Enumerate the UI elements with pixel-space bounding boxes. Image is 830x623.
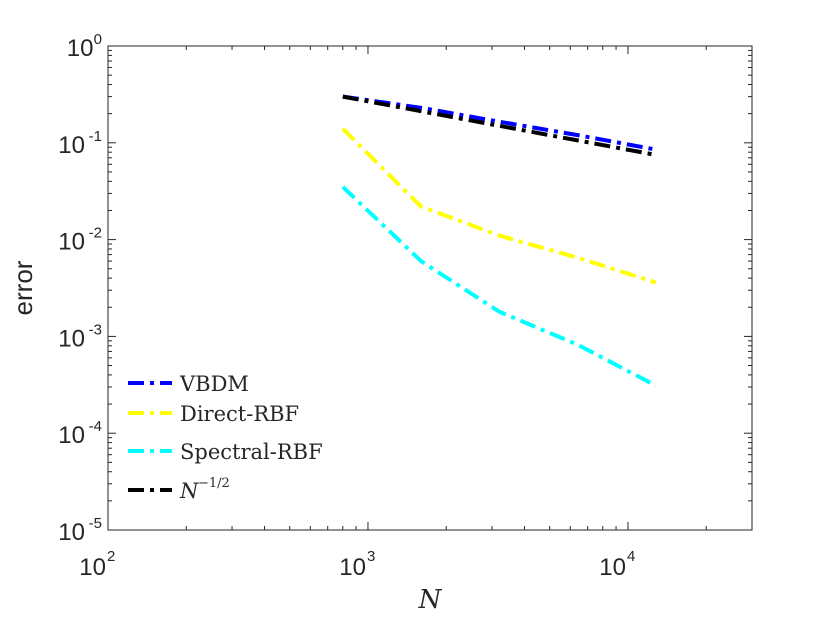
y-tick-exponent: -1 bbox=[89, 128, 102, 145]
x-tick-exponent: 3 bbox=[367, 548, 375, 565]
y-tick-exponent: 0 bbox=[94, 31, 102, 48]
legend-label: Spectral-RBF bbox=[180, 440, 323, 464]
x-tick-exponent: 4 bbox=[627, 548, 635, 565]
x-tick-label: 10 bbox=[79, 554, 106, 581]
y-tick-exponent: -5 bbox=[89, 515, 102, 532]
legend-label: Direct-RBF bbox=[180, 402, 299, 426]
x-axis-label: N bbox=[418, 585, 443, 615]
plot-area bbox=[108, 46, 752, 530]
y-tick-label: 10 bbox=[58, 325, 85, 352]
series-line-direct-rbf bbox=[341, 127, 657, 285]
y-axis-label: error bbox=[8, 260, 38, 315]
y-tick-label: 10 bbox=[67, 35, 94, 62]
y-tick-label: 10 bbox=[58, 229, 85, 256]
series-line-vbdm bbox=[342, 94, 657, 152]
legend-label: VBDM bbox=[179, 372, 249, 396]
y-tick-exponent: -3 bbox=[89, 321, 102, 338]
series-line-n-1-2 bbox=[342, 94, 657, 157]
x-tick-label: 10 bbox=[339, 554, 366, 581]
plot-frame bbox=[107, 45, 753, 531]
legend: VBDM Direct-RBF Spectral-RBF N −1/2 bbox=[128, 372, 323, 503]
legend-label-exponent: −1/2 bbox=[198, 476, 230, 491]
y-tick-label: 10 bbox=[58, 132, 85, 159]
x-tick-exponent: 2 bbox=[107, 548, 115, 565]
y-tick-exponent: -2 bbox=[89, 225, 102, 242]
x-tick-label: 10 bbox=[599, 554, 626, 581]
series-line-spectral-rbf bbox=[341, 185, 657, 388]
y-tick-label: 10 bbox=[58, 519, 85, 546]
y-tick-exponent: -4 bbox=[89, 418, 102, 435]
legend-label: N bbox=[179, 479, 199, 503]
y-tick-label: 10 bbox=[58, 422, 85, 449]
